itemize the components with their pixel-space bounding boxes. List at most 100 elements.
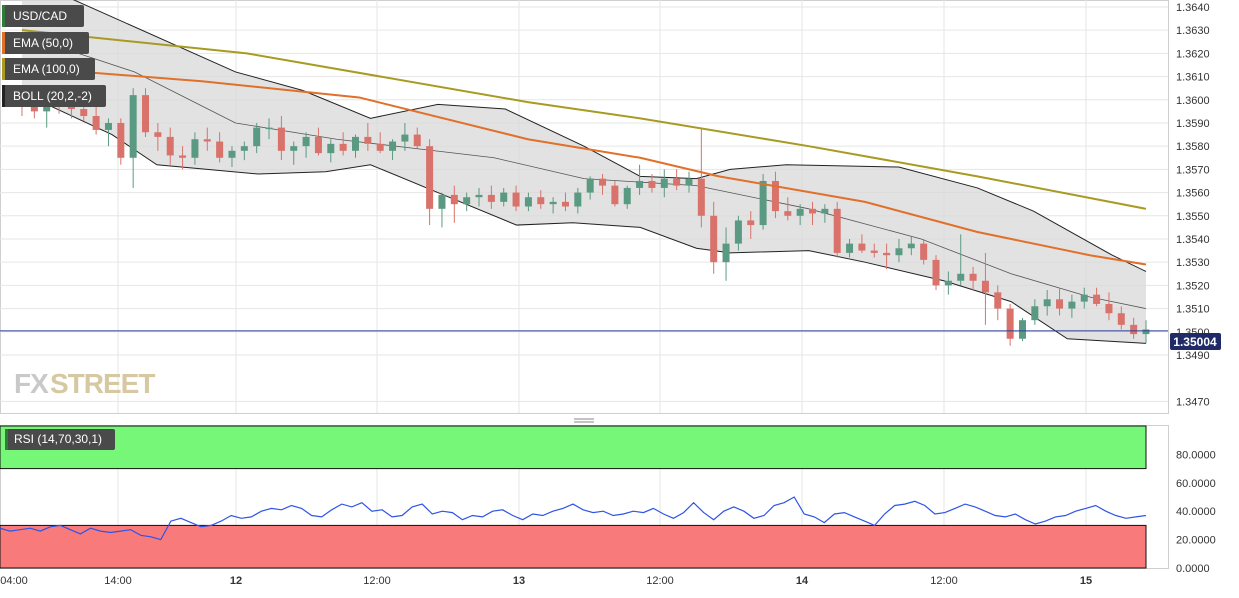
candle-body	[784, 211, 792, 216]
candle-body	[1093, 294, 1101, 304]
candle-body	[43, 104, 51, 112]
price-tick-label: 1.3600	[1176, 95, 1210, 107]
candle-body	[821, 208, 829, 214]
ema100-line	[21, 29, 1147, 210]
candle-body	[389, 141, 397, 151]
price-tick-label: 1.3580	[1176, 141, 1210, 153]
legend-ema50-label: EMA (50,0)	[13, 36, 73, 50]
candle-body	[426, 146, 434, 209]
candle-body	[1043, 299, 1051, 307]
rsi-overbought-zone	[0, 425, 1147, 470]
candle-body	[487, 194, 495, 202]
legend-ema100[interactable]: EMA (100,0)	[2, 58, 95, 80]
price-tick-label: 1.3490	[1176, 350, 1210, 362]
legend-rsi-label: RSI (14,70,30,1)	[14, 432, 102, 446]
candle-body	[30, 104, 38, 112]
candle-body	[932, 259, 940, 286]
candle-body	[920, 243, 928, 260]
candle-body	[277, 127, 285, 151]
candle-body	[685, 178, 693, 186]
time-tick-label: 12:00	[646, 575, 674, 587]
candle-body	[364, 136, 372, 144]
candle-body	[142, 95, 150, 133]
candle-body	[599, 178, 607, 186]
candle-body	[574, 192, 582, 207]
candle-body	[302, 136, 310, 147]
candle-body	[166, 136, 174, 156]
candle-body	[265, 127, 273, 130]
candle-body	[438, 194, 446, 209]
main-panel-border	[0, 0, 1169, 414]
candle-body	[191, 139, 199, 158]
candle-body	[537, 197, 545, 205]
legend-ema50[interactable]: EMA (50,0)	[2, 32, 89, 54]
candle-body	[981, 280, 989, 293]
candle-body	[561, 201, 569, 207]
candle-body	[549, 201, 557, 205]
price-tick-label: 1.3510	[1176, 304, 1210, 316]
candle-body	[1031, 306, 1039, 321]
candle-body	[846, 243, 854, 253]
candle-body	[1142, 329, 1150, 335]
candle-body	[611, 185, 619, 205]
current-price-label: 1.35004	[1173, 335, 1217, 349]
candle-body	[697, 178, 705, 216]
price-tick-label: 1.3630	[1176, 25, 1210, 37]
price-tick-label: 1.3560	[1176, 188, 1210, 200]
candle-body	[710, 215, 718, 263]
candle-body	[228, 150, 236, 158]
rsi-oversold-zone	[0, 524, 1147, 569]
candle-body	[648, 180, 656, 188]
pane-resize-handle[interactable]	[574, 418, 594, 423]
candle-body	[376, 143, 384, 151]
time-tick-label: 14	[796, 575, 809, 587]
candle-body	[117, 122, 125, 158]
bollinger-fill	[22, 0, 1146, 344]
price-tick-label: 1.3550	[1176, 211, 1210, 223]
rsi-tick-label: 20.0000	[1176, 535, 1216, 547]
candle-body	[67, 106, 75, 110]
price-tick-label: 1.3470	[1176, 396, 1210, 408]
candle-body	[771, 180, 779, 212]
candle-body	[351, 136, 359, 151]
candle-body	[129, 95, 137, 158]
price-tick-label: 1.3570	[1176, 164, 1210, 176]
candle-body	[512, 192, 520, 207]
rsi-tick-label: 60.0000	[1176, 478, 1216, 490]
candle-body	[475, 194, 483, 198]
candle-body	[1130, 324, 1138, 335]
price-tick-label: 1.3530	[1176, 257, 1210, 269]
candle-body	[104, 122, 112, 130]
legend-symbol[interactable]: USD/CAD	[2, 5, 84, 27]
candle-body	[1056, 299, 1064, 309]
candle-body	[216, 141, 224, 158]
candle-body	[586, 178, 594, 193]
rsi-tick-label: 40.0000	[1176, 506, 1216, 518]
current-price-tag: 1.35004	[1170, 333, 1221, 350]
candle-body	[240, 146, 248, 151]
price-tick-label: 1.3620	[1176, 48, 1210, 60]
candle-body	[401, 134, 409, 142]
candle-body	[660, 178, 668, 188]
candle-body	[895, 248, 903, 256]
candle-body	[500, 192, 508, 202]
candle-body	[809, 208, 817, 214]
candle-body	[253, 127, 261, 147]
ema50-line	[21, 66, 1147, 266]
price-tick-label: 1.3610	[1176, 72, 1210, 84]
time-tick-label: 15	[1080, 575, 1092, 587]
candle-body	[623, 187, 631, 205]
candle-body	[722, 243, 730, 263]
candle-body	[870, 250, 878, 253]
candle-body	[858, 243, 866, 251]
legend-rsi[interactable]: RSI (14,70,30,1)	[5, 429, 115, 450]
candle-body	[747, 220, 755, 226]
candle-body	[80, 109, 88, 117]
candle-body	[1105, 303, 1113, 314]
legend-boll[interactable]: BOLL (20,2,-2)	[2, 85, 106, 107]
price-tick-label: 1.3590	[1176, 118, 1210, 130]
rsi-tick-label: 0.0000	[1176, 563, 1210, 575]
price-tick-label: 1.3540	[1176, 234, 1210, 246]
